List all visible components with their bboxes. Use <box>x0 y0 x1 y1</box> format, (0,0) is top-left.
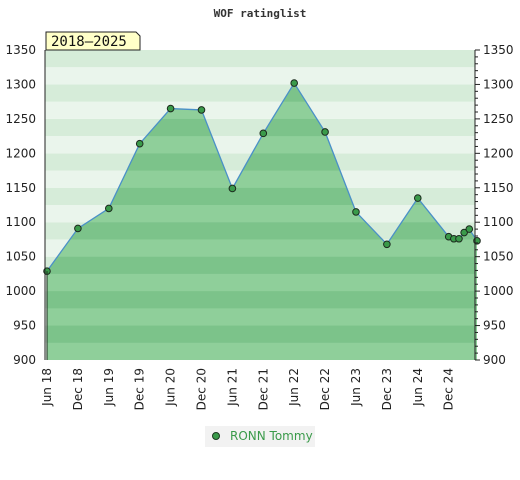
x-tick-label: Dec 23 <box>380 368 394 410</box>
area-band <box>47 342 475 360</box>
x-tick-label: Jun 24 <box>411 368 425 407</box>
data-point <box>460 228 468 237</box>
x-tick-label: Jun 18 <box>40 368 54 407</box>
grid-band <box>45 67 475 85</box>
y-tick-label-right: 900 <box>483 353 506 367</box>
y-tick-label-right: 1000 <box>483 284 514 298</box>
y-tick-label-left: 1100 <box>5 215 36 229</box>
x-tick-label: Dec 24 <box>442 368 456 410</box>
data-points <box>43 79 481 275</box>
data-point <box>321 128 329 136</box>
y-tick-label-left: 1150 <box>5 181 36 195</box>
y-tick-label-left: 1350 <box>5 43 36 57</box>
legend-marker <box>212 432 220 440</box>
x-tick-label: Jun 21 <box>225 368 239 407</box>
data-point <box>135 139 144 148</box>
y-tick-label-right: 1350 <box>483 43 514 57</box>
x-tick-label: Dec 22 <box>318 368 332 410</box>
y-tick-label-right: 1200 <box>483 146 514 160</box>
data-point <box>74 224 82 233</box>
data-point <box>413 194 422 202</box>
grid-band <box>45 101 475 119</box>
area-band <box>47 239 475 257</box>
data-point <box>166 104 175 113</box>
data-point <box>259 129 268 138</box>
data-point <box>352 208 360 216</box>
data-point <box>383 240 391 249</box>
axes <box>44 49 480 361</box>
x-tick-label: Jun 23 <box>349 368 363 407</box>
legend: RONN Tommy <box>205 426 315 447</box>
x-axis-labels: Jun 18 Dec 18 Jun 19 Dec 19 Jun 20 Dec 20 Jun … <box>40 368 456 410</box>
area-band <box>47 256 475 274</box>
y-tick-label-left: 1250 <box>5 112 36 126</box>
chart-title: WOF ratinglist <box>214 7 307 20</box>
data-point <box>104 204 113 213</box>
data-point <box>228 184 237 193</box>
y-tick-label-right: 950 <box>483 319 506 333</box>
y-tick-label-right: 1150 <box>483 181 514 195</box>
y-axis-left-labels: 900 950 1000 1050 1100 1150 1200 1250 1300 1350 <box>5 43 36 367</box>
grid-band <box>45 50 475 68</box>
y-tick-label-right: 1250 <box>483 112 514 126</box>
y-tick-label-right: 1100 <box>483 215 514 229</box>
x-tick-label: Dec 19 <box>133 368 147 410</box>
data-point <box>290 79 298 87</box>
area-band <box>47 291 475 309</box>
range-badge-box <box>45 31 141 51</box>
y-tick-label-left: 1300 <box>5 77 36 91</box>
area-band <box>47 325 475 343</box>
legend-box <box>205 426 315 447</box>
y-tick-label-left: 1200 <box>5 146 36 160</box>
range-label: 2018–2025 <box>51 34 127 50</box>
y-tick-label-left: 1050 <box>5 250 36 264</box>
x-tick-label: Dec 18 <box>71 368 85 410</box>
range-badge: 2018–2025 <box>45 31 141 51</box>
x-tick-label: Dec 21 <box>256 368 270 410</box>
y-tick-label-left: 1000 <box>5 284 36 298</box>
x-tick-label: Dec 20 <box>194 368 208 410</box>
x-tick-label: Jun 20 <box>164 368 178 407</box>
data-point <box>455 234 463 243</box>
y-axis-right-labels: 900 950 1000 1050 1100 1150 1200 1250 1300 1350 <box>483 43 514 367</box>
x-tick-label: Jun 19 <box>102 368 116 407</box>
y-tick-label-left: 900 <box>13 353 36 367</box>
y-tick-label-left: 950 <box>13 319 36 333</box>
area-band <box>47 273 475 292</box>
area-band <box>47 222 475 240</box>
x-tick-label: Jun 22 <box>287 368 301 407</box>
y-tick-label-right: 1300 <box>483 77 514 91</box>
data-point <box>465 225 474 233</box>
legend-entry: RONN Tommy <box>230 429 313 443</box>
data-point <box>197 106 206 114</box>
grid-band <box>45 84 475 102</box>
area-band <box>47 308 475 326</box>
y-tick-label-right: 1050 <box>483 250 514 264</box>
